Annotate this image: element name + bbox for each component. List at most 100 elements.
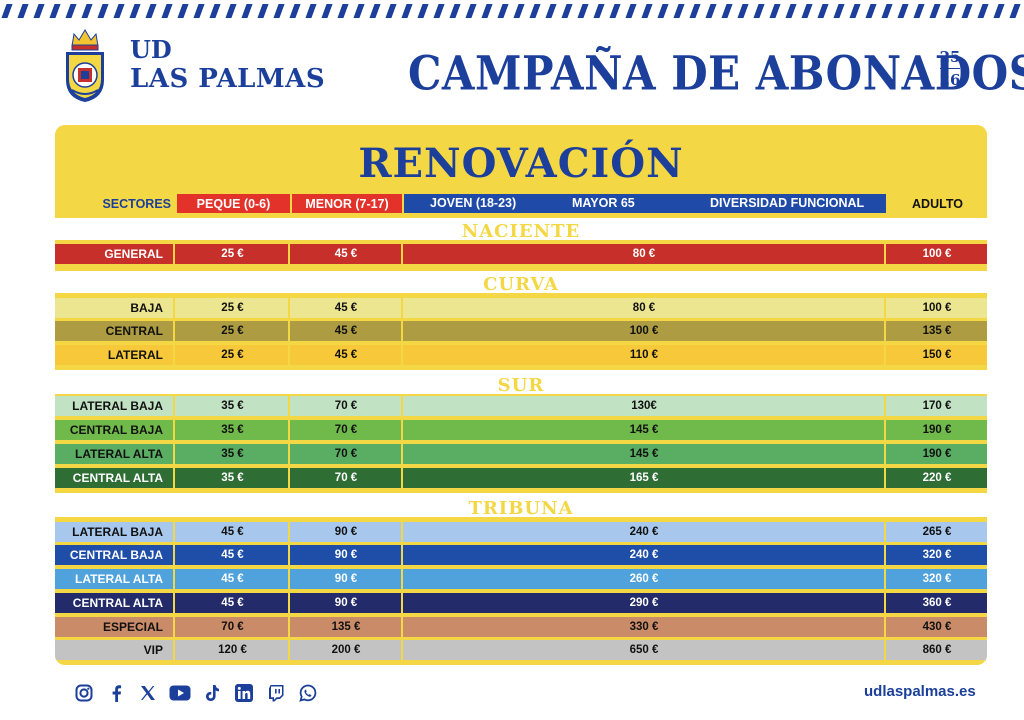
price-menor-cell: 70 €: [334, 448, 358, 460]
table-row: LATERAL BAJA 45 € 90 € 240 € 265 €: [55, 521, 987, 543]
instagram-icon[interactable]: [73, 682, 95, 704]
table-row: CENTRAL ALTA 35 € 70 € 165 € 220 €: [55, 467, 987, 489]
column-divider: [401, 640, 403, 660]
price-peque-cell: 45 €: [221, 549, 244, 561]
section-header: SUR: [55, 370, 987, 396]
column-divider: [401, 545, 403, 565]
column-divider: [288, 444, 290, 464]
column-divider: [884, 444, 886, 464]
price-adulto-cell: 190 €: [922, 424, 952, 436]
column-divider: [884, 545, 886, 565]
price-joven-mayor-diversidad-cell: 80 €: [632, 302, 656, 314]
price-adulto-cell: 170 €: [922, 400, 952, 412]
price-joven-mayor-diversidad-cell: 290 €: [629, 597, 659, 609]
column-divider: [173, 420, 175, 440]
column-divider: [288, 640, 290, 660]
section-title: NACIENTE: [461, 221, 581, 242]
column-divider: [288, 545, 290, 565]
price-joven-mayor-diversidad-cell: 130€: [631, 400, 657, 412]
column-header-peque: PEQUE (0-6): [177, 194, 290, 213]
sector-name-cell: CENTRAL ALTA: [72, 471, 163, 485]
column-divider: [401, 244, 403, 264]
column-divider: [173, 244, 175, 264]
section-header: NACIENTE: [55, 218, 987, 242]
section-header: CURVA: [55, 271, 987, 295]
price-adulto-cell: 220 €: [922, 472, 952, 484]
price-joven-mayor-diversidad-cell: 100 €: [629, 325, 659, 337]
column-header-sectores: SECTORES: [102, 196, 171, 211]
facebook-icon[interactable]: [105, 682, 127, 704]
price-peque-cell: 25 €: [221, 302, 244, 314]
price-menor-cell: 45 €: [334, 349, 358, 361]
column-divider: [173, 345, 175, 365]
table-row: CENTRAL BAJA 45 € 90 € 240 € 320 €: [55, 544, 987, 566]
price-menor-cell: 90 €: [334, 573, 358, 585]
sector-name-cell: VIP: [143, 643, 163, 657]
column-divider: [401, 420, 403, 440]
tiktok-icon[interactable]: [201, 682, 223, 704]
youtube-icon[interactable]: [169, 682, 191, 704]
price-peque-cell: 35 €: [221, 400, 244, 412]
column-divider: [288, 593, 290, 613]
price-menor-cell: 90 €: [334, 597, 358, 609]
column-divider: [173, 298, 175, 318]
price-joven-mayor-diversidad-cell: 145 €: [629, 424, 659, 436]
column-divider: [288, 321, 290, 341]
top-decorative-border: [0, 0, 1024, 22]
season-divider: [940, 68, 960, 69]
column-divider: [173, 640, 175, 660]
price-adulto-cell: 360 €: [922, 597, 952, 609]
website-link[interactable]: udlaspalmas.es: [864, 683, 976, 700]
column-divider: [884, 617, 886, 637]
column-divider: [884, 321, 886, 341]
sector-name-cell: CENTRAL BAJA: [69, 423, 163, 437]
table-row: CENTRAL ALTA 45 € 90 € 290 € 360 €: [55, 592, 987, 614]
column-divider: [401, 593, 403, 613]
price-menor-cell: 200 €: [331, 644, 361, 656]
section-title: CURVA: [483, 274, 559, 295]
column-divider: [288, 468, 290, 488]
price-adulto-cell: 100 €: [922, 302, 952, 314]
column-divider: [173, 396, 175, 416]
sector-name-cell: GENERAL: [104, 247, 163, 261]
column-divider: [288, 298, 290, 318]
column-divider: [884, 468, 886, 488]
column-divider: [288, 569, 290, 589]
column-divider: [401, 522, 403, 542]
price-peque-cell: 70 €: [221, 621, 244, 633]
column-divider: [173, 593, 175, 613]
twitch-icon[interactable]: [265, 682, 287, 704]
price-menor-cell: 45 €: [334, 302, 358, 314]
column-divider: [288, 420, 290, 440]
price-joven-mayor-diversidad-cell: 260 €: [629, 573, 659, 585]
price-menor-cell: 45 €: [334, 248, 358, 260]
column-divider: [401, 396, 403, 416]
column-divider: [884, 345, 886, 365]
column-header-mayor: MAYOR 65: [572, 196, 635, 210]
price-menor-cell: 90 €: [334, 526, 358, 538]
sector-name-cell: LATERAL BAJA: [72, 399, 163, 413]
price-joven-mayor-diversidad-cell: 110 €: [629, 349, 659, 361]
price-peque-cell: 35 €: [221, 448, 244, 460]
club-name-line2: LAS PALMAS: [130, 64, 326, 94]
price-adulto-cell: 320 €: [922, 573, 952, 585]
column-header-joven: JOVEN (18-23): [430, 196, 517, 210]
table-row: LATERAL ALTA 45 € 90 € 260 € 320 €: [55, 568, 987, 590]
column-divider: [173, 468, 175, 488]
column-divider: [884, 522, 886, 542]
column-divider: [173, 569, 175, 589]
x-icon[interactable]: [137, 682, 159, 704]
whatsapp-icon[interactable]: [297, 682, 319, 704]
column-header-menor: MENOR (7-17): [292, 194, 402, 213]
price-joven-mayor-diversidad-cell: 165 €: [629, 472, 659, 484]
column-divider: [401, 298, 403, 318]
column-divider: [288, 617, 290, 637]
section-title: TRIBUNA: [468, 498, 574, 519]
column-divider: [173, 545, 175, 565]
price-peque-cell: 25 €: [221, 248, 244, 260]
column-divider: [884, 420, 886, 440]
price-adulto-cell: 265 €: [922, 526, 952, 538]
column-divider: [173, 617, 175, 637]
price-peque-cell: 45 €: [221, 573, 244, 585]
linkedin-icon[interactable]: [233, 682, 255, 704]
